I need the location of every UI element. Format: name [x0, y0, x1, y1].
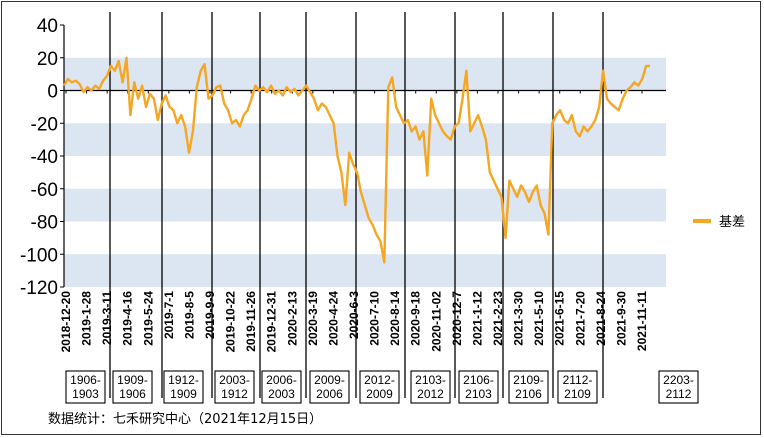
contract-text: 2106-	[463, 373, 494, 387]
band-0	[64, 57, 666, 91]
x-tick-label: 2020-2-13	[285, 291, 299, 346]
y-tick-label: 40	[37, 16, 58, 37]
x-tick-label: 2019-11-26	[244, 291, 258, 352]
contract-label: 1906-1903	[65, 370, 106, 404]
y-tick-label: -100	[20, 245, 58, 266]
x-tick-label: 2021-5-10	[532, 291, 546, 346]
y-axis-layer: 40 20 0 -20 -40 -60 -80 -100 -120	[20, 16, 65, 299]
x-tick-label: 2021-8-24	[594, 291, 608, 346]
contract-text: 1912-	[168, 373, 199, 387]
series-line-basis	[62, 56, 650, 264]
contract-text: 2012	[417, 387, 444, 401]
contract-text: 2009	[366, 387, 393, 401]
contract-label: 2103-2012	[410, 370, 451, 404]
x-tick-label: 2020-12-7	[450, 291, 464, 346]
contract-box	[163, 370, 204, 404]
x-tick-label: 2019-9-9	[203, 291, 217, 339]
y-tick-label: -80	[31, 213, 58, 234]
x-tick-label: 2019-1-28	[80, 291, 94, 346]
y-tick-label: -60	[31, 180, 58, 201]
contract-text: 1906	[119, 387, 146, 401]
y-tick-label: 20	[37, 49, 58, 70]
contract-text: 2109-	[513, 373, 544, 387]
x-axis-layer: 2018-12-20 2019-1-28 2019-3-11 2019-4-16 201…	[59, 89, 666, 353]
x-tick-label: 2019-12-31	[265, 291, 279, 353]
contract-box	[458, 370, 499, 404]
x-tick-label: 2020-6-3	[347, 291, 361, 339]
contract-text: 2112-	[563, 373, 593, 387]
band-3	[64, 254, 666, 287]
x-tick-label: 2021-3-30	[512, 291, 526, 346]
contract-text: 2103-	[415, 373, 446, 387]
y-tick-label: 0	[47, 82, 58, 103]
legend: 基差	[693, 214, 745, 229]
x-tick-label: 2020-7-10	[368, 291, 382, 346]
contract-label: 2203-2112	[658, 370, 699, 404]
legend-label: 基差	[719, 214, 745, 229]
contract-text: 2203-	[663, 373, 694, 387]
contract-label: 2112-2109	[557, 370, 598, 404]
contract-box	[508, 370, 549, 404]
contract-label: 2003-1912	[214, 370, 255, 404]
band-1	[64, 123, 666, 156]
contract-label: 1909-1906	[112, 370, 153, 404]
x-tick-label: 2019-3-11	[100, 291, 114, 345]
y-tick-label: -20	[31, 114, 58, 135]
x-tick-label: 2021-7-20	[573, 291, 587, 346]
source-note: 数据统计：七禾研究中心（2021年12月15日）	[48, 412, 323, 427]
contract-text: 2003-	[219, 373, 250, 387]
contract-text: 2109	[564, 387, 591, 401]
x-tick-label: 2019-8-5	[182, 291, 196, 339]
contract-text: 2006-	[266, 373, 297, 387]
contract-label: 2012-2009	[359, 370, 400, 404]
x-tick-label: 2021-9-30	[614, 291, 628, 346]
contract-text: 1906-	[70, 373, 101, 387]
x-tick-label: 2021-11-11	[635, 291, 649, 351]
contract-text: 2106	[515, 387, 542, 401]
x-tick-label: 2020-3-19	[306, 291, 320, 346]
contract-text: 2003	[268, 387, 295, 401]
contract-text: 1909	[170, 387, 197, 401]
y-tick-label: -40	[31, 147, 58, 168]
contract-label: 2106-2103	[458, 370, 499, 404]
contract-box	[214, 370, 255, 404]
contract-text: 1912	[221, 387, 248, 401]
x-tick-label: 2020-11-02	[429, 291, 443, 352]
contract-label: 2006-2003	[261, 370, 302, 404]
y-tick-label: -120	[20, 278, 58, 299]
contract-text: 1903	[72, 387, 99, 401]
contract-box	[309, 370, 350, 404]
contract-label: 1912-1909	[163, 370, 204, 404]
contract-box	[112, 370, 153, 404]
x-tick-label: 2019-5-24	[141, 291, 155, 346]
x-tick-label: 2021-1-12	[470, 291, 484, 346]
x-tick-label: 2020-8-14	[388, 291, 402, 346]
x-tick-label: 2019-10-22	[224, 291, 238, 353]
contract-label: 2109-2106	[508, 370, 549, 404]
contract-label: 2009-2006	[309, 370, 350, 404]
contract-text: 2012-	[364, 373, 395, 387]
x-tick-label: 2021-2-23	[491, 291, 505, 346]
contract-box	[410, 370, 451, 404]
contract-box	[261, 370, 302, 404]
x-tick-label: 2019-4-16	[121, 291, 135, 346]
contract-text: 2009-	[314, 373, 345, 387]
contract-text: 2112	[666, 387, 692, 401]
band-layer	[64, 57, 666, 287]
contract-text: 2006	[316, 387, 343, 401]
contract-box	[557, 370, 598, 404]
contract-box	[359, 370, 400, 404]
contract-label-layer: 1906-19031909-19061912-19092003-19122006…	[65, 370, 699, 404]
contract-box	[65, 370, 106, 404]
contract-text: 2103	[465, 387, 492, 401]
x-tick-label: 2020-4-24	[326, 291, 340, 346]
x-tick-label: 2019-7-1	[162, 291, 176, 339]
x-tick-label: 2021-6-15	[553, 291, 567, 346]
x-tick-label: 2020-9-18	[409, 291, 423, 346]
contract-box	[658, 370, 699, 404]
contract-text: 1909-	[117, 373, 148, 387]
x-tick-label: 2018-12-20	[59, 291, 73, 353]
